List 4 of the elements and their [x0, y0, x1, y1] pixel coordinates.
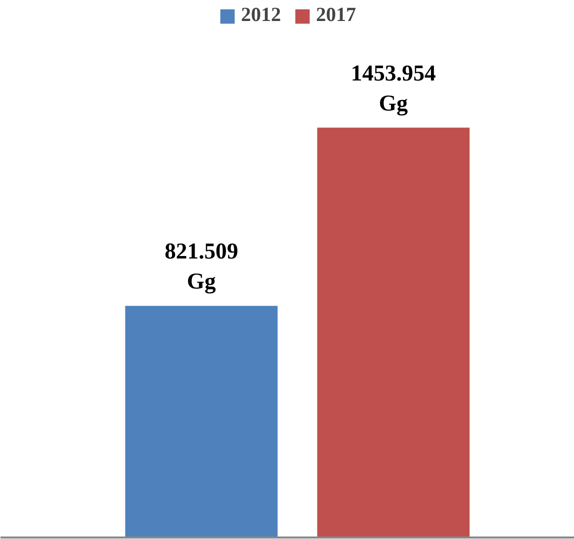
legend-label: 2017: [316, 4, 356, 27]
data-label: 821.509 Gg: [164, 238, 238, 294]
data-label: 1453.954 Gg: [350, 60, 436, 116]
legend-label: 2012: [241, 4, 281, 27]
